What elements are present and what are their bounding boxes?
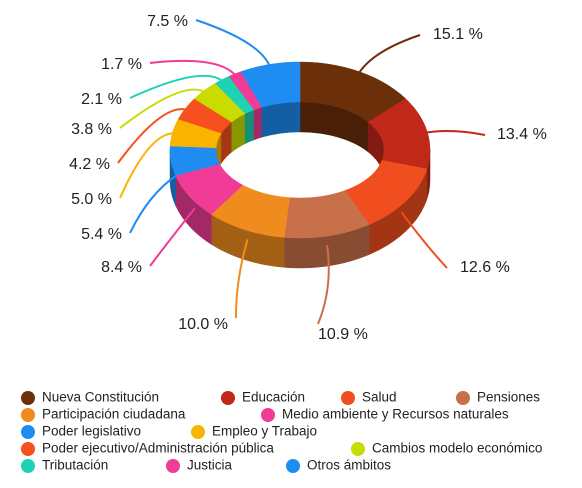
inner-wall (261, 101, 301, 138)
data-label: 13.4 % (497, 126, 547, 143)
leader-line (129, 174, 178, 234)
inner-wall (253, 106, 263, 141)
inner-wall (245, 109, 255, 144)
legend-marker (286, 459, 300, 473)
legend-label: Salud (362, 390, 397, 405)
data-label: 4.2 % (69, 156, 110, 173)
legend-label: Pensiones (477, 390, 540, 405)
legend-label: Tributación (42, 458, 108, 473)
data-label: 10.9 % (318, 326, 368, 343)
legend-marker (21, 442, 35, 456)
data-label: 10.0 % (178, 316, 228, 333)
legend-label: Otros ámbitos (307, 458, 391, 473)
leader-line (400, 211, 448, 269)
legend-label: Poder ejecutivo/Administración pública (42, 441, 274, 456)
legend-marker (456, 391, 470, 405)
data-label: 5.4 % (81, 226, 122, 243)
legend-marker (21, 459, 35, 473)
legend-label: Educación (242, 390, 305, 405)
legend-label: Nueva Constitución (42, 390, 159, 405)
data-label: 8.4 % (101, 259, 142, 276)
data-label: 7.5 % (147, 13, 188, 30)
legend-marker (21, 408, 35, 422)
legend-marker (21, 391, 35, 405)
legend-marker (21, 425, 35, 439)
legend-marker (221, 391, 235, 405)
data-label: 1.7 % (101, 56, 142, 73)
legend-marker (341, 391, 355, 405)
legend-label: Poder legislativo (42, 424, 141, 439)
leader-line (317, 244, 330, 325)
data-label: 3.8 % (71, 121, 112, 138)
legend-marker (261, 408, 275, 422)
leader-line (117, 108, 192, 164)
leader-line (129, 74, 227, 99)
leader-line (234, 239, 249, 319)
leader-line (195, 19, 273, 71)
legend-marker (166, 459, 180, 473)
leader-line (149, 59, 239, 80)
legend-marker (191, 425, 205, 439)
leader-line (119, 88, 210, 129)
legend-label: Medio ambiente y Recursos naturales (282, 407, 509, 422)
leader-line (119, 132, 179, 199)
legend-marker (351, 442, 365, 456)
data-label: 5.0 % (71, 191, 112, 208)
data-label: 12.6 % (460, 259, 510, 276)
leader-line (149, 207, 196, 267)
legend-label: Participación ciudadana (42, 407, 186, 422)
leader-line (355, 34, 421, 78)
data-label: 2.1 % (81, 91, 122, 108)
legend-label: Justicia (187, 458, 233, 473)
legend-label: Cambios modelo económico (372, 441, 542, 456)
slice (240, 61, 301, 108)
leader-line (421, 130, 486, 136)
data-label: 15.1 % (433, 26, 483, 43)
legend-label: Empleo y Trabajo (212, 424, 317, 439)
